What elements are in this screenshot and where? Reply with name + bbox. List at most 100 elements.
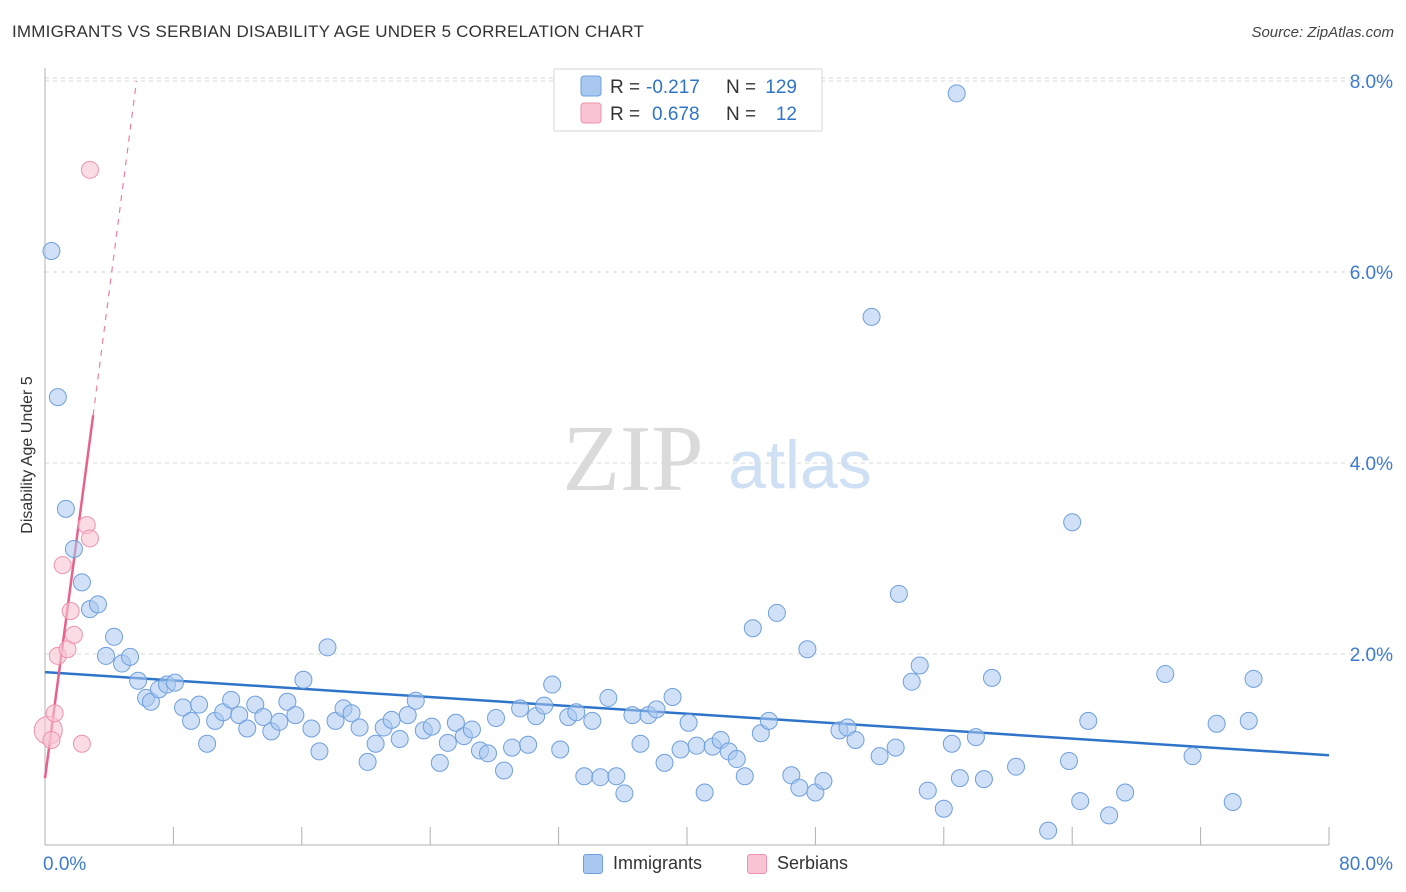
x-tick-label-0: 0.0% bbox=[43, 854, 86, 875]
point-immigrants-62 bbox=[535, 696, 554, 715]
point-immigrants-94 bbox=[798, 640, 817, 659]
point-immigrants-126 bbox=[1239, 711, 1258, 730]
point-immigrants-90 bbox=[759, 711, 778, 730]
point-immigrants-43 bbox=[382, 710, 401, 729]
point-immigrants-11 bbox=[129, 671, 148, 690]
point-immigrants-68 bbox=[583, 711, 602, 730]
point-immigrants-16 bbox=[166, 673, 185, 692]
y-tick-label-1: 4.0% bbox=[1350, 454, 1393, 475]
point-immigrants-8 bbox=[105, 627, 124, 646]
point-immigrants-88 bbox=[743, 619, 762, 638]
point-immigrants-30 bbox=[278, 692, 297, 711]
point-immigrants-19 bbox=[190, 695, 209, 714]
point-serbians-10 bbox=[80, 529, 99, 548]
grid-lines bbox=[45, 77, 1390, 655]
point-immigrants-32 bbox=[294, 670, 313, 689]
point-immigrants-33 bbox=[302, 719, 321, 738]
legend-n-label-1: N = bbox=[726, 77, 756, 98]
legend-swatch-serbians bbox=[580, 102, 602, 124]
data-points bbox=[33, 84, 1263, 840]
trend-line-serbians-extension bbox=[92, 80, 138, 416]
watermark-atlas: atlas bbox=[728, 427, 872, 503]
legend-swatch-immigrants bbox=[580, 75, 602, 97]
point-immigrants-56 bbox=[487, 708, 506, 727]
point-immigrants-76 bbox=[647, 700, 666, 719]
point-serbians-4 bbox=[53, 556, 72, 575]
point-serbians-2 bbox=[45, 704, 64, 723]
legend-r-value-1: -0.217 bbox=[646, 77, 700, 98]
point-immigrants-73 bbox=[623, 706, 642, 725]
point-immigrants-86 bbox=[727, 750, 746, 769]
legend-r-value-2: 0.678 bbox=[652, 104, 700, 125]
point-immigrants-80 bbox=[679, 713, 698, 732]
point-immigrants-69 bbox=[591, 768, 610, 787]
point-immigrants-110 bbox=[950, 769, 969, 788]
point-immigrants-121 bbox=[1116, 783, 1135, 802]
legend-n-label-2: N = bbox=[726, 104, 756, 125]
point-immigrants-29 bbox=[270, 712, 289, 731]
point-immigrants-79 bbox=[671, 740, 690, 759]
source-label: Source: ZipAtlas.com bbox=[1251, 24, 1394, 41]
point-immigrants-10 bbox=[121, 647, 140, 666]
point-immigrants-3 bbox=[64, 539, 83, 558]
point-serbians-8 bbox=[72, 734, 91, 753]
legend-item-serbians[interactable]: Serbians bbox=[747, 853, 848, 874]
watermark: ZIP atlas bbox=[563, 407, 872, 511]
bottom-legend: Immigrants Serbians bbox=[0, 850, 1406, 880]
point-immigrants-81 bbox=[687, 736, 706, 755]
point-serbians-7 bbox=[64, 625, 83, 644]
point-immigrants-122 bbox=[1156, 665, 1175, 684]
point-immigrants-7 bbox=[96, 646, 115, 665]
point-immigrants-96 bbox=[814, 772, 833, 791]
legend-swatch-immigrants-bottom bbox=[583, 853, 603, 874]
point-immigrants-46 bbox=[406, 691, 425, 710]
point-immigrants-127 bbox=[1244, 669, 1263, 688]
point-immigrants-25 bbox=[238, 719, 257, 738]
point-immigrants-63 bbox=[543, 675, 562, 694]
legend-r-label-1: R = bbox=[610, 77, 640, 98]
point-immigrants-59 bbox=[511, 699, 530, 718]
point-immigrants-123 bbox=[1183, 747, 1202, 766]
chart-title: IMMIGRANTS VS SERBIAN DISABILITY AGE UND… bbox=[12, 22, 645, 41]
point-immigrants-66 bbox=[567, 703, 586, 722]
trend-line-immigrants bbox=[44, 670, 1330, 757]
point-immigrants-87 bbox=[735, 767, 754, 786]
point-serbians-11 bbox=[80, 160, 99, 179]
point-immigrants-105 bbox=[910, 656, 929, 675]
point-immigrants-31 bbox=[286, 706, 305, 725]
point-immigrants-101 bbox=[870, 747, 889, 766]
point-immigrants-24 bbox=[230, 706, 249, 725]
point-immigrants-67 bbox=[575, 767, 594, 786]
point-immigrants-49 bbox=[430, 753, 449, 772]
legend-item-immigrants[interactable]: Immigrants bbox=[583, 853, 702, 874]
point-serbians-1 bbox=[42, 730, 61, 749]
point-immigrants-6 bbox=[88, 595, 107, 614]
point-immigrants-1 bbox=[48, 388, 67, 407]
point-immigrants-4 bbox=[72, 573, 91, 592]
point-immigrants-50 bbox=[438, 733, 457, 752]
point-immigrants-35 bbox=[318, 638, 337, 657]
point-immigrants-120 bbox=[1100, 806, 1119, 825]
point-immigrants-64 bbox=[551, 740, 570, 759]
point-immigrants-99 bbox=[846, 730, 865, 749]
point-immigrants-102 bbox=[886, 738, 905, 757]
point-immigrants-117 bbox=[1063, 513, 1082, 532]
point-immigrants-118 bbox=[1071, 792, 1090, 811]
y-tick-label-0: 2.0% bbox=[1350, 645, 1393, 666]
point-immigrants-45 bbox=[398, 706, 417, 725]
point-immigrants-48 bbox=[422, 717, 441, 736]
point-immigrants-124 bbox=[1207, 714, 1226, 733]
point-immigrants-39 bbox=[350, 718, 369, 737]
point-immigrants-70 bbox=[599, 688, 618, 707]
watermark-zip: ZIP bbox=[563, 407, 704, 511]
point-immigrants-109 bbox=[947, 84, 966, 103]
legend-n-value-2: 12 bbox=[776, 104, 797, 125]
point-immigrants-106 bbox=[918, 781, 937, 800]
point-immigrants-119 bbox=[1079, 711, 1098, 730]
point-immigrants-93 bbox=[790, 778, 809, 797]
x-tick-label-1: 80.0% bbox=[1339, 854, 1393, 875]
point-immigrants-53 bbox=[462, 720, 481, 739]
y-tick-label-3: 8.0% bbox=[1350, 72, 1393, 93]
point-immigrants-125 bbox=[1223, 793, 1242, 812]
